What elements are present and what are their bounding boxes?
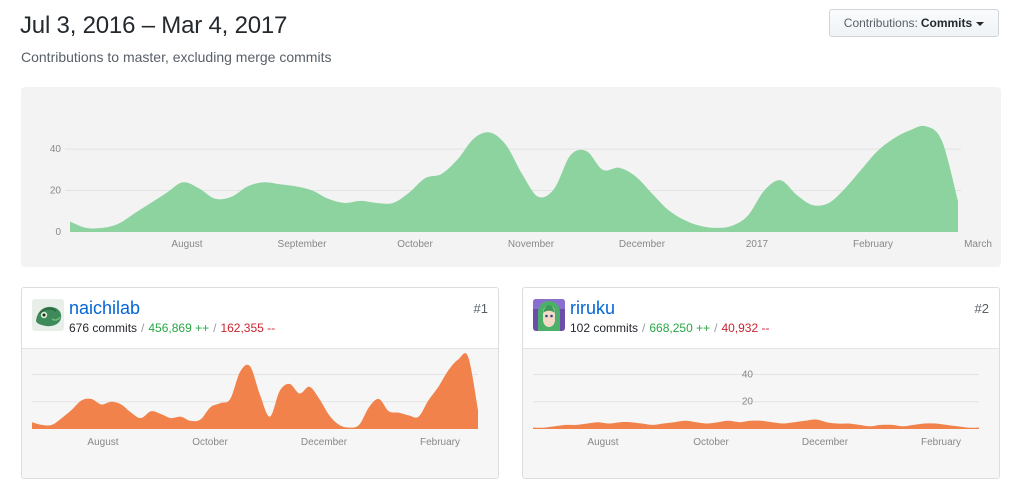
x-tick-label: October <box>397 239 433 250</box>
main-chart-svg: 0 20 40 August September October November Decem… <box>50 125 992 250</box>
contributor-stats: 676 commits/456,869 ++/162,355 -- <box>69 321 275 335</box>
stats-separator: / <box>642 321 646 335</box>
main-series-area <box>70 125 958 232</box>
y-tick-label: 20 <box>742 397 754 408</box>
y-tick-label: 20 <box>50 186 62 197</box>
x-tick-label: October <box>693 437 729 448</box>
x-tick-label: December <box>802 437 849 448</box>
contributions-area-chart[interactable]: 0 20 40 August September October November Decem… <box>21 87 1001 267</box>
stats-separator: / <box>141 321 145 335</box>
x-tick-label: September <box>278 239 328 250</box>
card1-series-area <box>32 353 478 429</box>
anime-avatar-icon <box>533 299 565 331</box>
contributor-username-link[interactable]: riruku <box>570 298 616 318</box>
avatar[interactable] <box>32 299 64 331</box>
x-tick-label: November <box>508 239 555 250</box>
deletions-count: 162,355 -- <box>220 321 276 335</box>
contributor-username-link[interactable]: naichilab <box>69 298 141 318</box>
contributions-subtitle: Contributions to master, excluding merge… <box>21 49 332 65</box>
contributions-type-dropdown[interactable]: Contributions: Commits <box>829 9 999 37</box>
contributor-card-header: riruku #2 102 commits/668,250 ++/40,932 … <box>523 288 999 349</box>
chameleon-avatar-icon <box>32 299 64 331</box>
y-tick-label: 40 <box>742 369 754 380</box>
y-tick-label: 40 <box>50 144 62 155</box>
contributor-rank: #1 <box>473 301 488 316</box>
contributor-chart[interactable]: 20 40 August October December February <box>523 349 999 478</box>
x-tick-label: February <box>853 239 893 250</box>
contributor-card-2: riruku #2 102 commits/668,250 ++/40,932 … <box>522 287 1000 479</box>
x-tick-label: October <box>192 437 228 448</box>
contributor-chart[interactable]: August October December February <box>22 349 498 478</box>
caret-down-icon <box>976 21 985 26</box>
x-tick-label: August <box>171 239 202 250</box>
commit-count-link[interactable]: 676 commits <box>69 321 138 335</box>
contributor-chart-svg: 20 40 August October December February <box>533 369 979 448</box>
y-tick-label: 0 <box>55 227 61 238</box>
x-tick-label: March <box>964 239 992 250</box>
stats-separator: / <box>714 321 718 335</box>
card2-series-area <box>533 419 979 429</box>
contributor-rank: #2 <box>974 301 989 316</box>
contributor-card-1: naichilab #1 676 commits/456,869 ++/162,… <box>21 287 499 479</box>
x-tick-label: December <box>619 239 666 250</box>
dropdown-prefix-label: Contributions: <box>843 16 918 30</box>
x-tick-label: 2017 <box>746 239 769 250</box>
x-tick-label: February <box>921 437 961 448</box>
commit-count-link[interactable]: 102 commits <box>570 321 639 335</box>
contributor-card-header: naichilab #1 676 commits/456,869 ++/162,… <box>22 288 498 349</box>
x-tick-label: August <box>87 437 118 448</box>
date-range-title: Jul 3, 2016 – Mar 4, 2017 <box>20 12 288 39</box>
deletions-count: 40,932 -- <box>721 321 770 335</box>
x-tick-label: August <box>587 437 618 448</box>
additions-count: 456,869 ++ <box>148 321 210 335</box>
dropdown-selected-value: Commits <box>920 16 973 30</box>
contributor-stats: 102 commits/668,250 ++/40,932 -- <box>570 321 769 335</box>
additions-count: 668,250 ++ <box>649 321 711 335</box>
avatar[interactable] <box>533 299 565 331</box>
x-tick-label: December <box>301 437 348 448</box>
x-tick-label: February <box>420 437 460 448</box>
contributor-chart-svg: August October December February <box>32 353 478 448</box>
stats-separator: / <box>213 321 217 335</box>
